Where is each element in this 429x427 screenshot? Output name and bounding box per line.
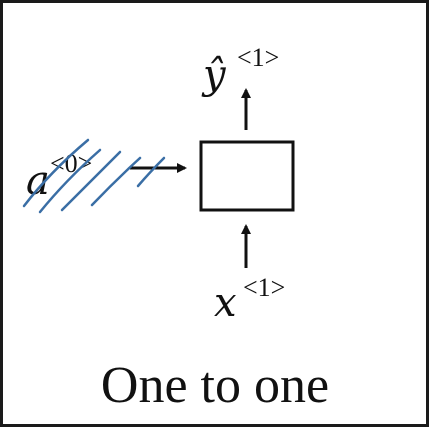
strike-out-marks — [22, 138, 166, 214]
diagram-caption: One to one — [101, 357, 329, 414]
activation-label-base: a — [26, 158, 50, 204]
strike-mark — [90, 156, 142, 207]
rnn-cell — [199, 140, 295, 212]
input-label-superscript: <1> — [243, 273, 285, 302]
strike-mark — [136, 156, 166, 188]
strike-mark — [60, 150, 122, 212]
output-label-base: ŷ — [201, 52, 227, 98]
output-label-superscript: <1> — [237, 43, 279, 72]
input-label-base: x — [214, 280, 237, 326]
strike-mark — [38, 148, 102, 214]
strike-mark — [22, 138, 90, 208]
